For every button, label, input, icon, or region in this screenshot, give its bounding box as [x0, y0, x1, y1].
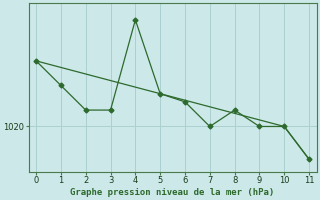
X-axis label: Graphe pression niveau de la mer (hPa): Graphe pression niveau de la mer (hPa): [70, 188, 275, 197]
